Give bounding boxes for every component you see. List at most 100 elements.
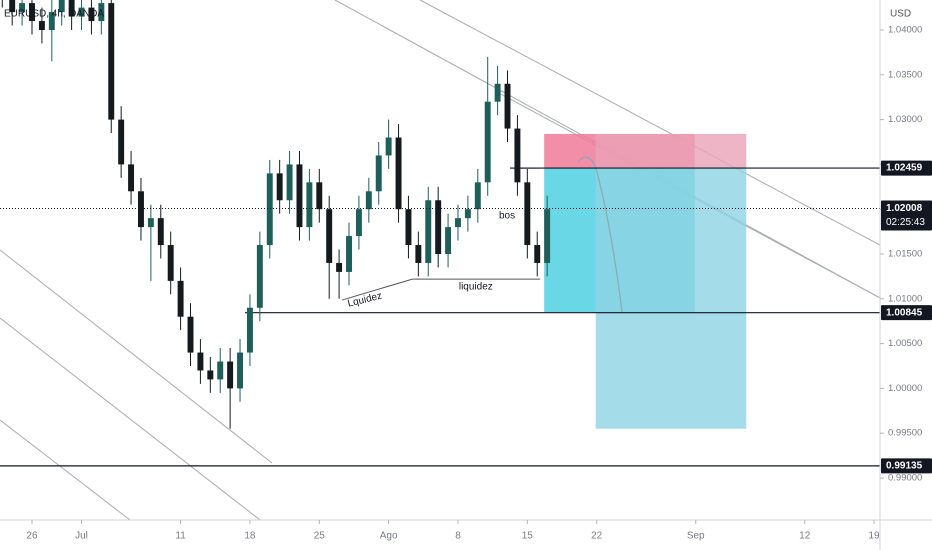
candle-body: [217, 361, 224, 380]
candle-body: [504, 83, 511, 129]
level-tag-bg: [881, 160, 932, 176]
candle-body: [514, 128, 521, 183]
candle-body: [464, 209, 471, 219]
candle-body: [177, 280, 184, 317]
last-price-tag-bg: [881, 200, 932, 231]
candle-body: [524, 182, 531, 246]
candle-body: [484, 101, 491, 183]
candle-body: [58, 0, 65, 13]
candle-body: [19, 3, 26, 13]
candle-body: [98, 3, 105, 22]
candle-body: [306, 182, 313, 228]
level-label: 0.99135: [886, 461, 923, 472]
candle-body: [534, 245, 541, 263]
x-tick-label: Jul: [75, 531, 88, 542]
candle-body: [237, 352, 244, 389]
candle-body: [346, 236, 352, 272]
candle-body: [375, 155, 382, 192]
candle-body: [157, 218, 164, 246]
annotation: liquidez: [459, 282, 493, 293]
trendline: [419, 0, 881, 246]
x-tick-label: 26: [26, 531, 38, 542]
x-tick-label: 22: [591, 531, 603, 542]
x-tick-label: Sep: [687, 531, 705, 542]
candle-body: [385, 137, 392, 156]
candle-body: [29, 3, 35, 22]
level-label: 1.02459: [886, 163, 923, 174]
x-tick-label: 15: [522, 531, 534, 542]
x-tick-label: Ago: [380, 531, 398, 542]
candle-body: [68, 0, 75, 17]
candle-body: [435, 200, 442, 254]
trendline: [0, 249, 273, 464]
position-stop-zone: [595, 133, 747, 168]
x-tick-label: 18: [244, 531, 256, 542]
y-tick-label: 1.01500: [888, 249, 922, 260]
candle-body: [405, 209, 412, 246]
time-axis-bg: [0, 520, 932, 550]
y-tick-label: 1.03000: [888, 114, 922, 125]
last-price-label: 1.02008: [886, 203, 923, 214]
projection-arrow: [577, 156, 623, 313]
level-tag-bg: [881, 305, 932, 321]
candle-body: [147, 218, 154, 228]
x-tick-label: 25: [314, 531, 326, 542]
candle-body: [137, 191, 144, 228]
trendline: [0, 419, 131, 521]
candle-body: [266, 173, 273, 246]
y-tick-label: 0.99500: [888, 428, 922, 439]
candle-body: [167, 245, 174, 281]
x-tick-label: 8: [455, 531, 461, 542]
y-tick-label: 0.99000: [888, 472, 922, 483]
candle-body: [207, 370, 214, 380]
candle-body: [78, 7, 85, 17]
candle-body: [187, 316, 194, 353]
candle-body: [286, 164, 293, 201]
candle-body: [415, 245, 422, 263]
candle-body: [445, 227, 452, 254]
y-tick-label: 1.00500: [888, 338, 922, 349]
x-tick-label: 11: [175, 531, 186, 542]
x-tick-label: 12: [799, 531, 811, 542]
candle-body: [326, 209, 333, 263]
axes: 1.040001.035001.030001.025001.020001.015…: [26, 25, 932, 542]
trendline: [341, 278, 413, 301]
candle-body: [455, 218, 461, 228]
candle-body: [9, 0, 16, 13]
y-tick-label: 1.01000: [888, 293, 922, 304]
candle-body: [276, 173, 283, 201]
candle-body: [227, 361, 234, 389]
candle-body: [108, 3, 115, 120]
y-tick-label: 1.03500: [888, 69, 922, 80]
candle-body: [316, 182, 323, 210]
x-tick-label: 19: [868, 531, 880, 542]
candle-body: [256, 245, 263, 308]
candle-body: [38, 21, 45, 31]
position-target-zone: [595, 167, 747, 429]
candle-body: [365, 191, 372, 210]
candle-body: [395, 137, 402, 210]
y-tick-label: 1.04000: [888, 25, 922, 36]
candle-body: [197, 352, 204, 371]
candle-body: [246, 307, 253, 353]
level-label: 1.00845: [886, 307, 923, 318]
candle-body: [296, 164, 303, 228]
candle-body: [128, 164, 135, 192]
annotation: bos: [499, 211, 515, 222]
candle-body: [494, 83, 501, 102]
level-tag-bg: [881, 458, 932, 474]
candle-body: [425, 200, 432, 263]
candle-body: [118, 119, 125, 165]
candle-body: [474, 182, 481, 210]
trendline: [0, 317, 261, 521]
candle-body: [355, 209, 362, 237]
countdown: 02:25:43: [886, 217, 925, 228]
candle-body: [88, 7, 95, 22]
axis-unit: USD: [890, 9, 911, 20]
candle-body: [336, 262, 343, 272]
y-tick-label: 1.00000: [888, 383, 922, 394]
